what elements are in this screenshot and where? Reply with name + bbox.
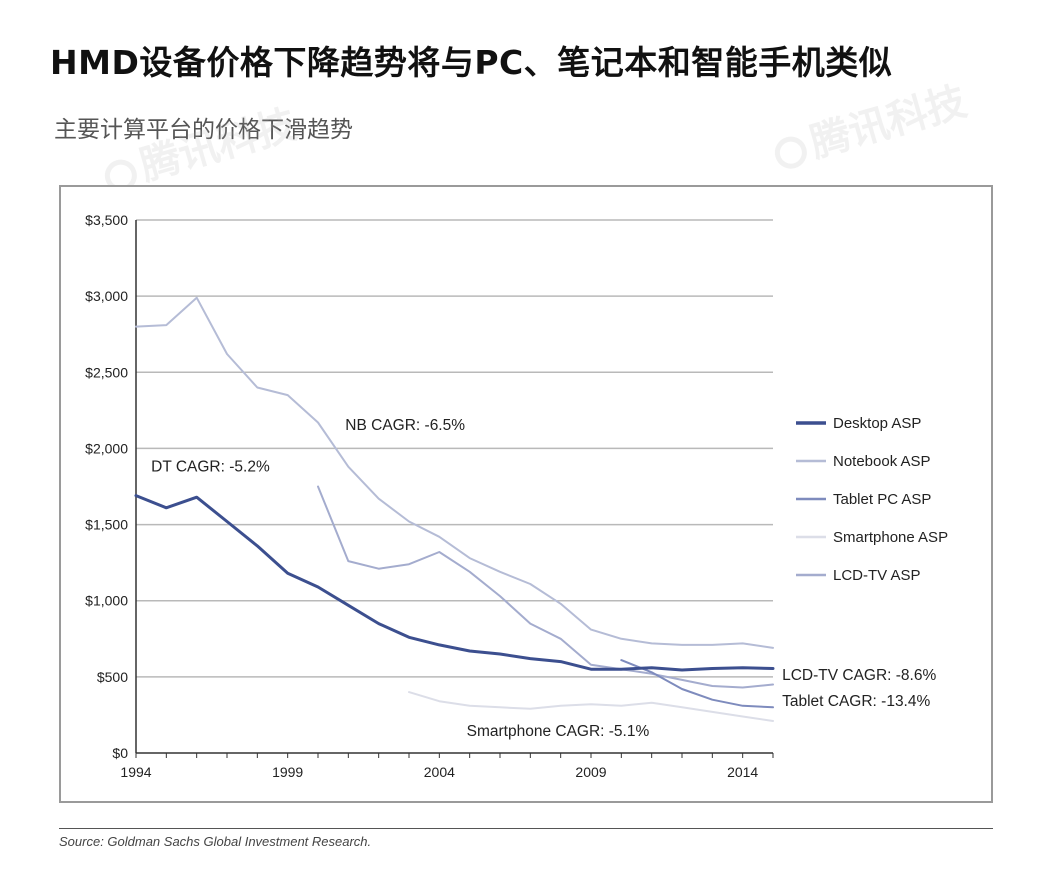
x-tick-label: 2009 (575, 764, 606, 780)
legend-label: Notebook ASP (833, 453, 931, 470)
page-subtitle: 主要计算平台的价格下滑趋势 (54, 117, 353, 143)
x-tick-label: 2004 (424, 764, 455, 780)
x-tick-label: 2014 (727, 764, 758, 780)
chart-annotation: DT CAGR: -5.2% (151, 458, 270, 475)
watermark: 腾讯科技 (766, 69, 972, 179)
legend-label: Smartphone ASP (833, 529, 948, 546)
series-line-desktop-asp (134, 494, 775, 672)
y-tick-label: $0 (112, 745, 128, 761)
y-tick-label: $1,000 (85, 593, 128, 609)
series-line-smartphone-asp (408, 691, 774, 722)
chart-annotation: Tablet CAGR: -13.4% (782, 693, 930, 710)
chart-annotation: Smartphone CAGR: -5.1% (467, 723, 650, 740)
series-line-notebook-asp (135, 296, 774, 649)
watermark-logo-icon (771, 132, 811, 173)
chart-frame: $0 $500 $1,000 $1,500 $2,000 $2,500 $3,000 $3,5… (59, 185, 993, 803)
y-tick-label: $3,500 (85, 212, 128, 228)
y-tick-label: $3,000 (85, 288, 128, 304)
legend-label: Tablet PC ASP (833, 491, 931, 508)
series-line-lcd-tv-asp (317, 485, 774, 689)
legend-label: LCD-TV ASP (833, 567, 921, 584)
source-note: Source: Goldman Sachs Global Investment … (59, 834, 372, 849)
y-tick-label: $1,500 (85, 517, 128, 533)
line-chart: $0 $500 $1,000 $1,500 $2,000 $2,500 $3,000 $3,5… (85, 212, 948, 780)
source-divider (59, 828, 993, 829)
y-tick-label: $2,000 (85, 440, 128, 456)
chart-annotation: NB CAGR: -6.5% (345, 417, 465, 434)
y-tick-label: $500 (97, 669, 128, 685)
x-tick-label: 1994 (120, 764, 151, 780)
y-tick-label: $2,500 (85, 364, 128, 380)
chart-annotation: LCD-TV CAGR: -8.6% (782, 667, 936, 684)
page-title: HMD设备价格下降趋势将与PC、笔记本和智能手机类似 (50, 43, 893, 82)
x-tick-label: 1999 (272, 764, 303, 780)
legend-label: Desktop ASP (833, 415, 921, 432)
series-line-tablet-pc-asp (620, 659, 774, 709)
